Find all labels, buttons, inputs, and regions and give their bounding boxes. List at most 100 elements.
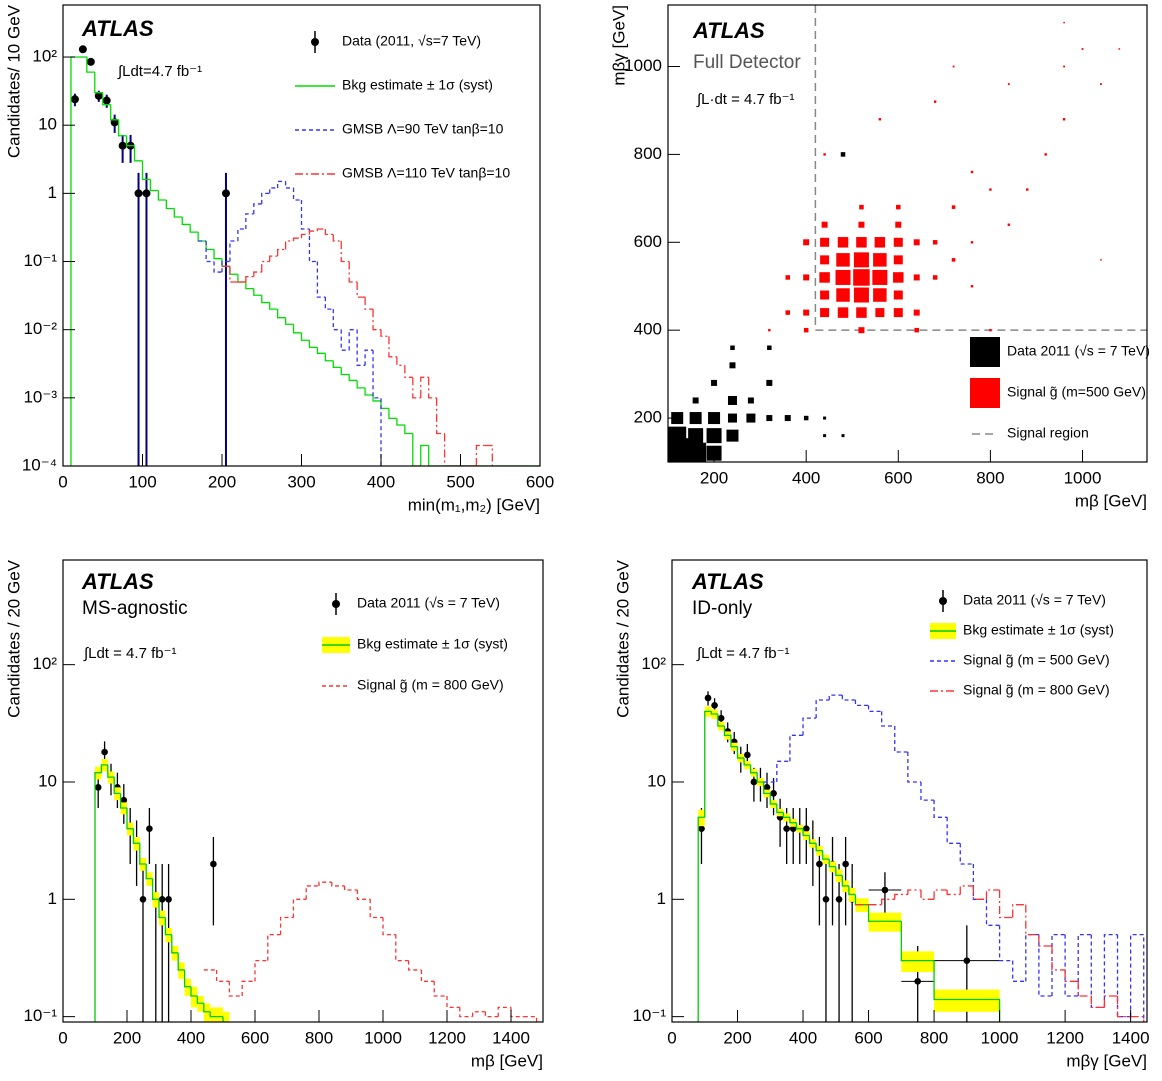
histogram-step [388, 336, 397, 358]
box [836, 253, 850, 267]
histogram-step [475, 444, 485, 466]
box [785, 310, 790, 315]
histogram-step [269, 187, 278, 194]
histogram-step [881, 898, 895, 905]
box [726, 429, 739, 442]
histogram-step [261, 295, 270, 304]
y-tick-label: 200 [634, 408, 662, 427]
x-tick-label: 400 [367, 472, 395, 491]
legend-box [970, 378, 1000, 408]
legend-label: Data 2011 (√s = 7 TeV) [963, 592, 1106, 608]
histogram-step [261, 260, 270, 273]
box [730, 345, 735, 350]
box [840, 152, 846, 157]
x-tick-label: 0 [58, 472, 67, 491]
box [859, 204, 864, 210]
histogram-step [203, 1003, 211, 1013]
histogram-step [157, 190, 167, 201]
frame [667, 4, 1148, 463]
box [706, 428, 722, 444]
histogram-step [1116, 995, 1131, 1018]
y-tick-label: 10⁻¹ [23, 1006, 57, 1025]
histogram-step [789, 734, 804, 762]
histogram-step [763, 781, 771, 795]
subtitle: ID-only [692, 598, 753, 619]
box [858, 221, 865, 228]
box [951, 205, 956, 209]
data-point [120, 796, 128, 804]
histogram-step [213, 249, 222, 260]
x-tick-label: 0 [58, 1028, 67, 1047]
error-band [934, 989, 1000, 1012]
histogram-step [428, 377, 437, 399]
histogram-step [1077, 933, 1092, 996]
y-axis-label: Candidates / 20 GeV [4, 559, 23, 717]
legend-label: Signal g̃ (m = 800 GeV) [963, 682, 1110, 698]
histogram-step [822, 850, 830, 860]
histogram-step [412, 377, 421, 399]
box [874, 237, 886, 248]
y-tick-label: 10⁻¹ [23, 251, 57, 270]
histogram-step [332, 234, 342, 242]
histogram-step [300, 332, 310, 341]
histogram-step [808, 835, 817, 844]
x-tick-label: 400 [177, 1028, 205, 1047]
data-point [101, 748, 108, 756]
histogram-step [364, 387, 374, 396]
histogram-step [107, 764, 115, 778]
histogram-step [959, 885, 974, 895]
legend-label: Bkg estimate ± 1σ (syst) [963, 622, 1114, 638]
histogram-step [228, 981, 243, 997]
y-tick-label: 1 [48, 183, 57, 202]
box [768, 328, 771, 332]
histogram-step [277, 248, 286, 257]
histogram-step [404, 424, 413, 435]
legend-box [970, 337, 1000, 367]
histogram-step [308, 230, 318, 235]
box [970, 241, 974, 244]
histogram-step [253, 203, 262, 214]
y-axis-label: Candidates/ 10 GeV [4, 4, 23, 158]
x-axis-label: mβγ [GeV] [1066, 1051, 1147, 1070]
error-band [223, 1011, 230, 1022]
histogram-step [181, 216, 191, 226]
histogram-step [332, 360, 342, 369]
box [823, 416, 827, 420]
box [820, 308, 830, 318]
y-axis-label: Candidates / 20 GeV [613, 559, 632, 717]
histogram-step [815, 843, 823, 852]
histogram-step [1090, 934, 1105, 1008]
box [668, 426, 687, 445]
box [803, 327, 809, 333]
subtitle: Full Detector [693, 52, 801, 73]
histogram-step [158, 899, 166, 919]
histogram-step [1051, 945, 1066, 971]
histogram-step [119, 793, 127, 809]
luminosity: ∫Ldt = 4.7 fb⁻¹ [696, 645, 790, 662]
histogram-step [269, 302, 278, 310]
box [1044, 153, 1047, 156]
box [688, 428, 704, 444]
box [766, 379, 773, 386]
histogram-step [372, 309, 381, 331]
box [747, 397, 754, 404]
error-band [901, 951, 935, 973]
histogram-step [985, 889, 1000, 900]
box [820, 237, 830, 247]
x-tick-label: 600 [241, 1028, 269, 1047]
histogram-step [245, 213, 254, 229]
histogram-step [284, 317, 294, 325]
box [711, 379, 718, 386]
data-point [210, 860, 217, 868]
x-tick-label: 500 [446, 472, 474, 491]
data-point [70, 95, 79, 104]
box [727, 413, 737, 423]
legend-label: Signal region [1007, 425, 1089, 441]
legend-label: Bkg estimate ± 1σ (syst) [357, 636, 508, 652]
data-point [146, 825, 153, 832]
box [1100, 259, 1102, 261]
histogram-step [854, 894, 869, 906]
histogram-step [998, 925, 1013, 962]
box [989, 188, 992, 191]
data-point [704, 694, 712, 702]
